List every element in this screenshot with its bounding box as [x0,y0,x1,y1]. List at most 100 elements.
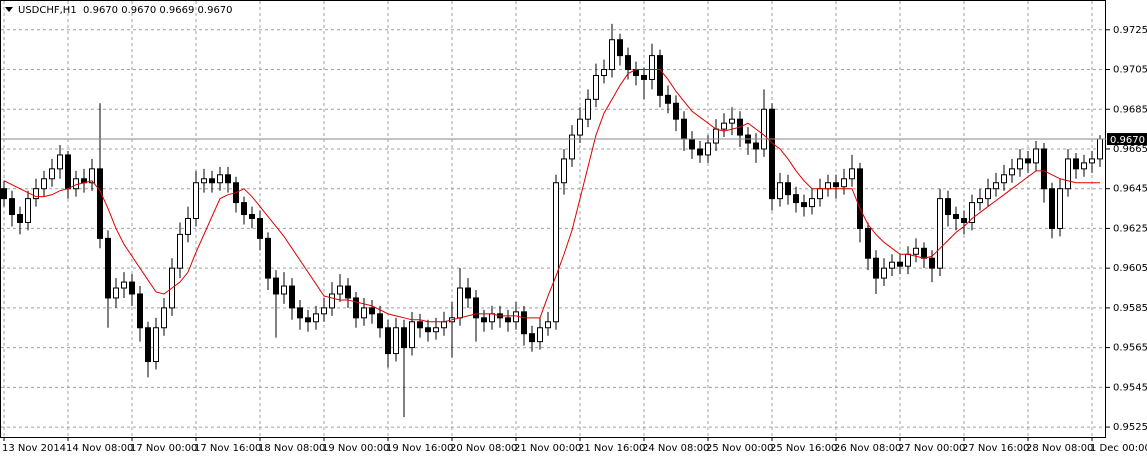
candle-body [489,313,495,323]
candle-body [537,327,543,343]
grid [1,1,1105,436]
candle-body [585,98,591,120]
candle-body [241,202,247,216]
candle-body [937,198,943,269]
candle-body [313,313,319,323]
candle-body [593,74,599,100]
candle-body [281,285,287,295]
candle-body [1009,168,1015,176]
x-tick-label: 20 Nov 08:00 [450,443,517,454]
candle-body [1057,188,1063,229]
moving-average-line [3,69,1100,323]
candle-body [33,188,39,200]
candle-body [329,293,335,309]
candle-body [177,233,183,269]
candle-body [601,69,607,76]
candle-body [881,267,887,279]
y-tick-label: 0.9665 [1113,144,1147,155]
candle-body [409,321,415,349]
candle-body [521,311,527,335]
x-tick-label: 24 Nov 08:00 [642,443,709,454]
candle-body [833,182,839,188]
candle-body [969,202,975,223]
candle-body [873,257,879,279]
candle-body [657,55,663,96]
candle-body [721,122,727,130]
candle-body [929,257,935,269]
candle-body [569,134,575,160]
candle-body [417,321,423,329]
candle-body [481,317,487,323]
y-tick-label: 0.9565 [1113,343,1147,354]
candle-body [161,307,167,329]
candle-body [185,218,191,235]
candle-body [769,108,775,200]
candle-body [625,55,631,71]
candle-body [809,198,815,208]
candle-body [793,194,799,204]
x-tick-label: 25 Nov 16:00 [770,443,837,454]
candle-body [1073,158,1079,170]
candle-body [1049,188,1055,229]
candle-body [977,198,983,204]
candle-body [697,148,703,156]
y-tick-label: 0.9545 [1113,382,1147,393]
candle-body [401,327,407,349]
candle-body [889,261,895,269]
y-tick-label: 0.9585 [1113,303,1147,314]
candle-body [905,253,911,267]
candle-body [265,237,271,279]
x-tick-label: 19 Nov 16:00 [386,443,453,454]
x-tick-label: 14 Nov 08:00 [66,443,133,454]
candle-body [1025,158,1031,164]
x-tick-label: 27 Nov 16:00 [962,443,1029,454]
candle-body [1,188,7,200]
candle-body [225,174,231,184]
candle-body [113,287,119,299]
last-price-box [1107,133,1147,146]
candle-body [337,285,343,295]
candle-body [9,198,15,216]
candle-body [529,333,535,343]
candle-body [129,281,135,295]
x-tick-label: 17 Nov 00:00 [130,443,197,454]
candle-body [377,313,383,329]
candle-body [369,307,375,315]
candle-body [97,168,103,239]
candles [1,23,1103,418]
candle-body [1001,174,1007,184]
candle-body [73,178,79,190]
candle-body [945,198,951,216]
candle-body [217,174,223,184]
menu-arrow[interactable] [5,7,13,12]
candle-body [913,247,919,255]
x-tick-label: 26 Nov 08:00 [834,443,901,454]
candle-body [993,182,999,190]
candle-body [577,118,583,136]
candle-body [1097,138,1103,160]
candle-body [665,94,671,104]
candle-body [649,55,655,80]
candle-body [1065,158,1071,190]
candle-body [465,287,471,299]
candle-body [561,158,567,184]
candle-body [473,297,479,319]
candle-body [985,188,991,200]
candle-body [897,261,903,267]
candle-body [729,118,735,124]
candle-body [505,317,511,323]
x-tick-label: 19 Nov 00:00 [322,443,389,454]
candle-body [785,182,791,196]
candle-body [65,154,71,190]
x-tick-label: 18 Nov 08:00 [258,443,325,454]
x-tick-label: 1 Dec 00:00 [1090,443,1147,454]
last-price-label: 0.9670 [1110,135,1145,146]
candle-body [1089,158,1095,164]
candle-body [441,321,447,329]
candle-body [321,307,327,315]
candle-body [25,198,31,223]
candle-body [849,168,855,180]
candle-body [361,307,367,319]
candle-body [961,218,967,223]
